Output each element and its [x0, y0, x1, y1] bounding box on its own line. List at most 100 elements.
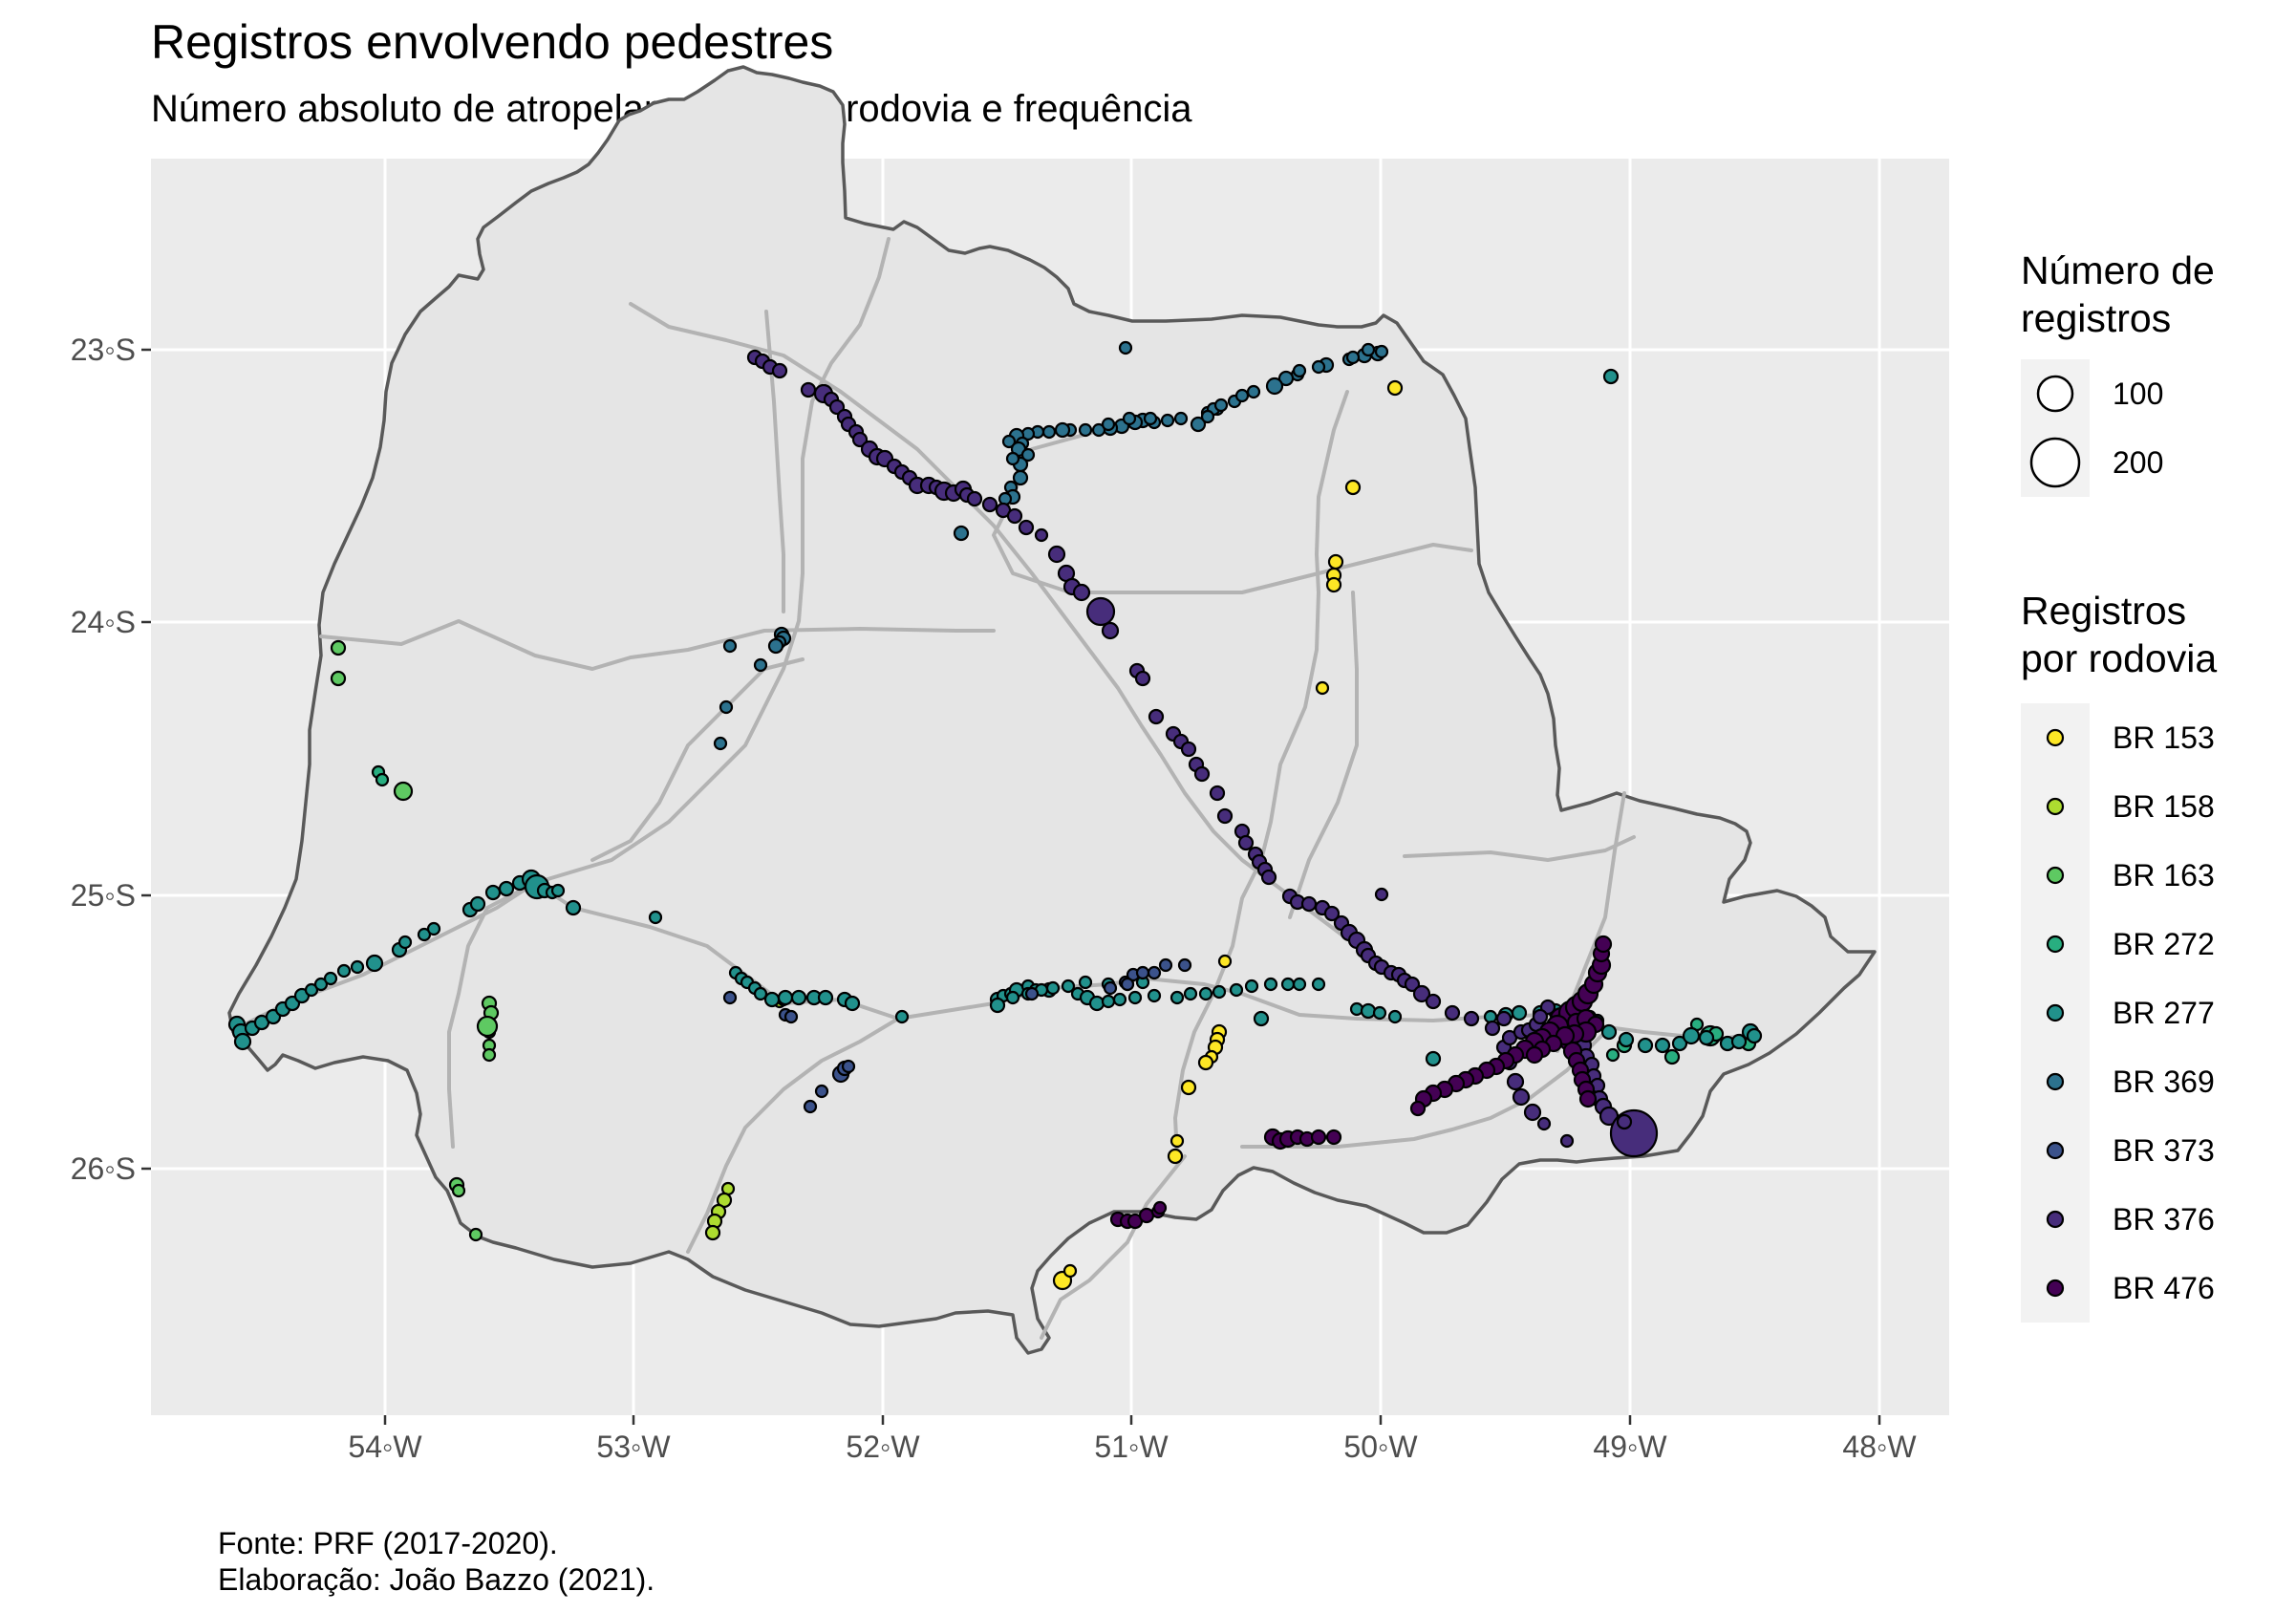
color-key-dot: [2046, 935, 2065, 954]
accident-point: [966, 490, 983, 507]
accident-point: [451, 1183, 466, 1198]
road: [1288, 591, 1359, 919]
accident-point: [1277, 370, 1295, 387]
color-key-dot: [2046, 1210, 2065, 1229]
accident-point: [1160, 413, 1175, 428]
accident-point: [1292, 977, 1307, 992]
accident-point: [803, 1099, 818, 1114]
color-legend-label: BR 369: [2113, 1065, 2215, 1099]
accident-point: [1091, 422, 1106, 438]
accident-point: [981, 496, 998, 513]
y-tick-label: 26◦S: [71, 1151, 136, 1186]
accident-point: [1101, 994, 1116, 1009]
accident-point: [1311, 359, 1326, 375]
accident-point: [1344, 479, 1362, 496]
accident-point: [1054, 421, 1071, 439]
accident-point: [1444, 1004, 1461, 1022]
accident-point: [1062, 1263, 1078, 1279]
accident-point: [722, 990, 738, 1005]
accident-points: [227, 340, 1763, 1291]
accident-point: [1616, 1113, 1633, 1130]
accident-point: [894, 1009, 910, 1024]
x-tick-label: 48◦W: [1842, 1430, 1917, 1464]
color-legend-key: BR 272: [2021, 910, 2215, 979]
accident-point: [1047, 545, 1066, 564]
accident-point: [1663, 1048, 1681, 1065]
accident-point: [498, 880, 515, 897]
road: [1240, 1030, 1607, 1149]
accident-point: [753, 657, 768, 673]
accident-point: [1234, 388, 1250, 403]
accident-point: [1372, 1005, 1387, 1021]
accident-point: [375, 772, 390, 787]
accident-point: [844, 995, 861, 1012]
accident-point: [1578, 1089, 1598, 1108]
accident-point: [304, 982, 319, 998]
accident-point: [468, 1227, 483, 1242]
accident-point: [1730, 1033, 1748, 1050]
accident-point: [763, 991, 781, 1008]
accident-point: [1594, 935, 1613, 954]
accident-point: [1244, 979, 1259, 994]
x-tick-label: 51◦W: [1094, 1430, 1169, 1464]
accident-point: [1374, 344, 1389, 359]
caption: Fonte: PRF (2017-2020). Elaboração: João…: [218, 1526, 655, 1597]
accident-point: [1229, 982, 1244, 998]
accident-point: [1536, 1116, 1552, 1131]
accident-point: [783, 1009, 799, 1024]
color-key-dot: [2046, 1003, 2065, 1022]
accident-point: [1495, 1010, 1513, 1027]
size-legend-title: Número de registros: [2021, 248, 2215, 340]
road: [1040, 1154, 1187, 1340]
accident-point: [1078, 422, 1093, 438]
accident-point: [1190, 416, 1207, 433]
accident-point: [1134, 670, 1151, 687]
accident-point: [1386, 379, 1404, 397]
accident-point: [1506, 1072, 1525, 1091]
accident-point: [1173, 411, 1189, 426]
accident-point: [1118, 340, 1133, 355]
accident-point: [565, 899, 582, 916]
accident-point: [426, 921, 441, 936]
accident-point: [1167, 1148, 1184, 1165]
accident-point: [1602, 368, 1620, 385]
road: [447, 881, 537, 1149]
accident-point: [1147, 965, 1162, 980]
accident-point: [1512, 1087, 1531, 1107]
color-legend-label: BR 163: [2113, 858, 2215, 893]
accident-point: [1237, 834, 1255, 851]
accident-point: [482, 1047, 497, 1063]
accident-point: [1746, 1027, 1763, 1044]
color-key-dot: [2046, 1072, 2065, 1091]
road: [319, 619, 996, 671]
accident-point: [767, 637, 784, 655]
accident-point: [1609, 1108, 1659, 1158]
x-tick-label: 49◦W: [1593, 1430, 1667, 1464]
size-key-circle: [2036, 375, 2074, 413]
accident-point: [1072, 583, 1091, 602]
accident-point: [1209, 785, 1226, 802]
accident-point: [1180, 1079, 1197, 1096]
accident-point: [1103, 980, 1118, 996]
y-tick-label: 24◦S: [71, 605, 136, 639]
accident-point: [953, 525, 970, 542]
accident-point: [1265, 376, 1284, 396]
color-legend-title: Registros por rodovia: [2021, 589, 2218, 680]
accident-point: [1193, 765, 1211, 783]
chart-title: Registros envolvendo pedestres: [151, 15, 834, 69]
accident-point: [1138, 1207, 1155, 1224]
accident-point: [1559, 1133, 1575, 1149]
accident-point: [1618, 1031, 1635, 1048]
size-legend-label: 100: [2113, 376, 2164, 411]
color-legend-key: BR 163: [2021, 841, 2215, 910]
accident-point: [1409, 1100, 1427, 1117]
accident-point: [753, 986, 768, 1001]
accident-point: [722, 638, 738, 654]
accident-point: [469, 895, 486, 913]
accident-point: [1404, 976, 1421, 993]
accident-point: [719, 699, 734, 715]
accident-point: [313, 977, 329, 992]
state-border: [227, 65, 1877, 1355]
accident-point: [233, 1032, 252, 1051]
accident-point: [1253, 1010, 1270, 1027]
